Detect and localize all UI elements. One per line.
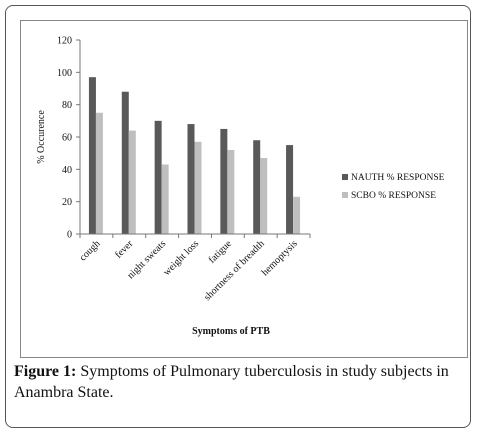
y-tick-label: 0: [67, 230, 72, 241]
y-tick-label: 100: [57, 68, 72, 79]
x-tick-label: shortness of breadth: [202, 238, 267, 303]
figure-frame: [5, 5, 471, 428]
y-tick-label: 40: [62, 165, 72, 176]
bar-nauth-hemoptysis: [286, 145, 294, 234]
y-tick-label: 120: [57, 36, 72, 47]
figure-label: Figure 1:: [14, 363, 77, 380]
y-axis: 0 20 40 60 80 100 120: [57, 36, 81, 241]
legend-swatch: [342, 192, 348, 198]
x-tick-label: fever: [113, 238, 136, 261]
figure-caption: Figure 1: Symptoms of Pulmonary tubercul…: [14, 361, 466, 403]
x-tick-label: weight loss: [161, 238, 201, 278]
x-tick-label: hemoptysis: [260, 238, 300, 278]
bar-scbo-night-sweats: [161, 164, 169, 234]
bar-nauth-shortness-of-breadth: [253, 140, 261, 234]
bar-scbo-weight-loss: [194, 141, 202, 234]
bar-scbo-fatigue: [227, 149, 235, 234]
y-tick-label: 80: [62, 100, 72, 111]
y-axis-label: % Occurence: [36, 110, 47, 164]
x-tick-label: cough: [77, 238, 102, 263]
x-axis-label: Symptoms of PTB: [192, 326, 270, 337]
legend: NAUTH % RESPONSE SCBO % RESPONSE: [342, 173, 445, 201]
bars: [88, 77, 301, 234]
bar-nauth-cough: [88, 77, 96, 234]
x-tick-label: fatigue: [207, 238, 235, 266]
legend-label: SCBO % RESPONSE: [351, 191, 436, 201]
legend-label: NAUTH % RESPONSE: [351, 173, 445, 183]
bar-nauth-fever: [121, 91, 129, 234]
bar-scbo-shortness-of-breadth: [260, 158, 268, 234]
bar-scbo-hemoptysis: [293, 196, 301, 234]
legend-swatch: [342, 174, 348, 180]
y-tick-label: 20: [62, 197, 72, 208]
bar-scbo-cough: [95, 112, 103, 234]
bar-nauth-fatigue: [220, 128, 228, 234]
bar-scbo-fever: [128, 130, 136, 234]
bar-nauth-night-sweats: [154, 120, 162, 234]
figure-caption-text: Symptoms of Pulmonary tuberculosis in st…: [14, 363, 449, 401]
y-tick-label: 60: [62, 133, 72, 144]
bar-nauth-weight-loss: [187, 124, 195, 234]
